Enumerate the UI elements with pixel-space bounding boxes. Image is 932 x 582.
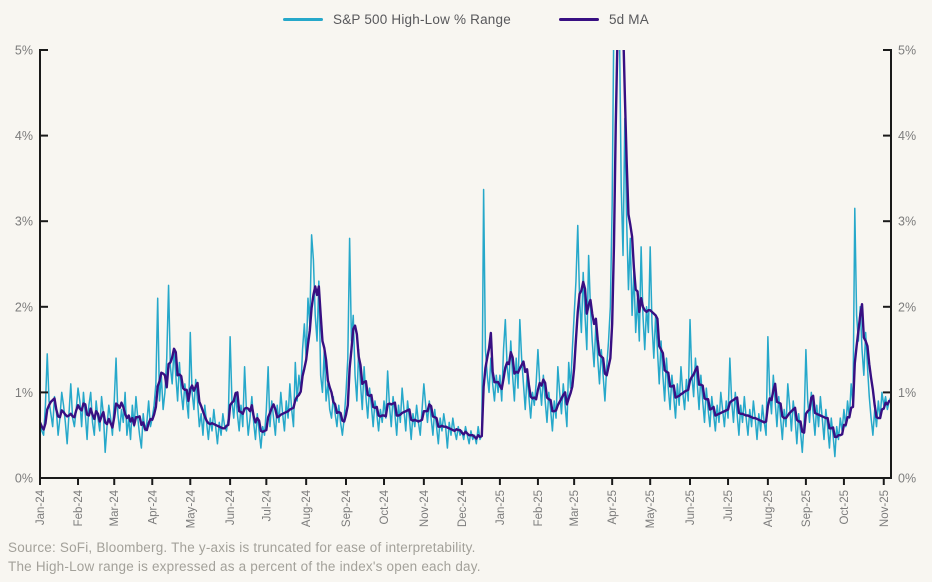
svg-text:Jun-25: Jun-25 (685, 490, 697, 525)
svg-text:3%: 3% (898, 215, 916, 229)
svg-text:2%: 2% (898, 300, 916, 314)
svg-text:0%: 0% (898, 472, 916, 486)
svg-text:Aug-25: Aug-25 (763, 490, 775, 527)
svg-text:Jan-24: Jan-24 (35, 489, 47, 525)
source-note-line1: Source: SoFi, Bloomberg. The y-axis is t… (8, 540, 476, 555)
ma-line-swatch (558, 18, 599, 21)
svg-text:Nov-24: Nov-24 (419, 489, 431, 527)
svg-text:Feb-24: Feb-24 (73, 489, 85, 526)
svg-text:Aug-24: Aug-24 (301, 489, 313, 527)
svg-text:4%: 4% (898, 129, 916, 143)
svg-text:Oct-25: Oct-25 (839, 490, 851, 525)
svg-text:Jan-25: Jan-25 (495, 490, 507, 525)
svg-text:1%: 1% (15, 386, 33, 400)
svg-text:Jul-25: Jul-25 (723, 490, 735, 521)
svg-text:Jun-24: Jun-24 (225, 489, 237, 525)
range-line-swatch (283, 18, 324, 21)
svg-text:5%: 5% (898, 44, 916, 58)
svg-text:Oct-24: Oct-24 (379, 489, 391, 524)
legend-item-range: S&P 500 High-Low % Range (283, 12, 511, 27)
svg-text:0%: 0% (15, 472, 33, 486)
legend: S&P 500 High-Low % Range 5d MA (0, 12, 932, 27)
svg-text:Apr-25: Apr-25 (607, 490, 619, 525)
svg-text:Jul-24: Jul-24 (261, 489, 273, 521)
legend-item-ma: 5d MA (558, 12, 649, 27)
svg-text:Dec-24: Dec-24 (457, 489, 469, 527)
svg-text:Feb-25: Feb-25 (533, 490, 545, 526)
svg-text:Nov-25: Nov-25 (879, 490, 891, 527)
svg-text:3%: 3% (15, 215, 33, 229)
svg-text:May-25: May-25 (645, 490, 657, 528)
svg-text:5%: 5% (15, 44, 33, 58)
range-legend-label: S&P 500 High-Low % Range (333, 12, 511, 27)
svg-text:4%: 4% (15, 129, 33, 143)
ma-legend-label: 5d MA (608, 12, 649, 27)
svg-text:Mar-25: Mar-25 (569, 490, 581, 526)
svg-text:1%: 1% (898, 386, 916, 400)
svg-text:May-24: May-24 (185, 489, 197, 528)
svg-text:Mar-24: Mar-24 (109, 489, 121, 526)
svg-text:Sep-24: Sep-24 (341, 489, 353, 527)
source-note-line2: The High-Low range is expressed as a per… (8, 559, 481, 574)
source-note: Source: SoFi, Bloomberg. The y-axis is t… (8, 538, 481, 576)
svg-text:Sep-25: Sep-25 (801, 490, 813, 527)
svg-text:2%: 2% (15, 300, 33, 314)
svg-text:Apr-24: Apr-24 (147, 489, 159, 524)
